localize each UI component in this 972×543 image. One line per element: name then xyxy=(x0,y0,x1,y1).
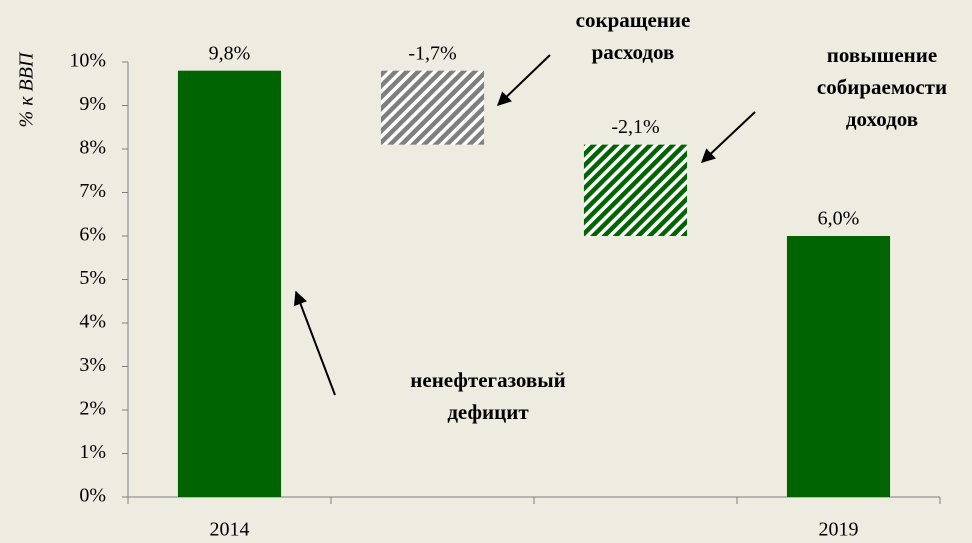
y-tick-label: 3% xyxy=(79,354,106,376)
bar xyxy=(583,144,688,236)
value-label: -1,7% xyxy=(408,42,456,64)
annotation: дефицит xyxy=(447,400,529,424)
annotation: собираемости xyxy=(817,75,947,99)
value-label: -2,1% xyxy=(611,116,659,138)
y-tick-label: 0% xyxy=(79,485,106,507)
y-tick-label: 6% xyxy=(79,224,106,246)
x-tick-label: 2014 xyxy=(210,519,250,541)
x-tick-label: 2019 xyxy=(819,519,859,541)
annotation: расходов xyxy=(592,40,675,64)
y-tick-label: 9% xyxy=(79,93,106,115)
value-label: 6,0% xyxy=(818,208,860,230)
y-tick-label: 1% xyxy=(79,441,106,463)
y-tick-label: 7% xyxy=(79,180,106,202)
bar xyxy=(380,70,485,145)
annotation: повышение xyxy=(827,43,937,67)
arrow xyxy=(496,54,551,106)
bar xyxy=(786,236,891,497)
y-tick-label: 4% xyxy=(79,311,106,333)
annotation: ненефтегазовый xyxy=(410,368,565,392)
y-tick-label: 8% xyxy=(79,137,106,159)
y-axis-label: % к ВВП xyxy=(16,51,38,127)
arrow xyxy=(700,111,756,163)
y-tick-label: 10% xyxy=(69,50,106,72)
annotation: сокращение xyxy=(576,8,691,32)
arrow xyxy=(293,290,336,396)
y-tick-label: 2% xyxy=(79,398,106,420)
value-label: 9,8% xyxy=(209,42,251,64)
annotation: доходов xyxy=(846,107,918,131)
bar xyxy=(177,70,282,497)
y-tick-label: 5% xyxy=(79,267,106,289)
